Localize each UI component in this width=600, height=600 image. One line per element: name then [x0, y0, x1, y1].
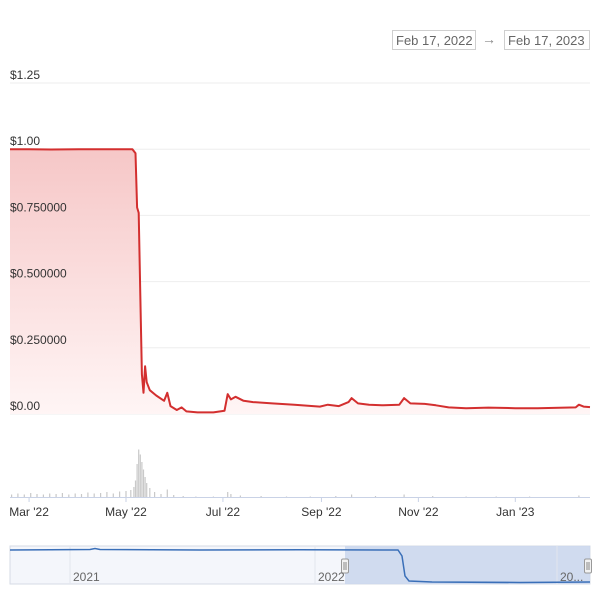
volume-bar — [49, 493, 51, 497]
volume-bar — [130, 490, 132, 497]
volume-bar — [166, 489, 168, 497]
volume-bar — [260, 496, 262, 497]
volume-bar — [230, 494, 232, 497]
price-area-fill — [10, 149, 590, 414]
volume-bar — [141, 462, 143, 497]
volume-bar — [529, 496, 531, 497]
volume-bar — [36, 494, 38, 497]
price-series-line — [10, 148, 591, 414]
volume-bar — [146, 483, 148, 497]
y-tick-label: $1.00 — [10, 134, 40, 148]
volume-bar — [11, 494, 13, 497]
volume-bar — [351, 494, 353, 497]
volume-bar — [374, 496, 377, 497]
navigator-left-handle[interactable] — [341, 558, 349, 574]
date-range-selector: Feb 17, 2022 → Feb 17, 2023 — [392, 30, 592, 52]
x-tick-label: Nov '22 — [398, 505, 439, 519]
volume-bar — [30, 493, 32, 497]
price-area — [10, 149, 590, 414]
x-tick-label: May '22 — [105, 505, 147, 519]
navigator-right-handle[interactable] — [584, 558, 592, 574]
navigator-series-line — [10, 547, 590, 584]
volume-bar — [93, 493, 95, 497]
volume-bar — [182, 496, 184, 497]
volume-bar — [578, 495, 580, 497]
volume-bar — [74, 493, 76, 497]
volume-bar — [212, 496, 214, 497]
price-line — [10, 148, 591, 414]
volume-bar — [134, 480, 137, 497]
volume-bar — [80, 494, 83, 497]
volume-bar — [136, 464, 138, 497]
volume-bars — [11, 449, 580, 497]
y-tick-label: $0.500000 — [10, 267, 67, 281]
y-tick-label: $0.250000 — [10, 333, 67, 347]
volume-bar — [100, 493, 102, 497]
volume-bar — [17, 493, 19, 497]
volume-bar — [106, 492, 108, 497]
navigator-label: 20... — [560, 570, 583, 584]
volume-bar — [138, 449, 140, 497]
navigator-label: 2021 — [73, 570, 100, 584]
volume-bar — [403, 494, 405, 497]
volume-bar — [173, 495, 175, 497]
volume-bar — [23, 494, 25, 497]
x-tick-label: Sep '22 — [301, 505, 342, 519]
volume-bar — [239, 495, 241, 497]
x-tick-label: Jan '23 — [496, 505, 535, 519]
x-axis: Mar '22 May '22 Jul '22 Sep '22 Nov '22 Jan '… — [9, 497, 590, 519]
y-tick-label: $0.00 — [10, 399, 40, 413]
volume-bar — [112, 493, 114, 497]
x-tick-label: Jul '22 — [206, 505, 241, 519]
volume-bar — [309, 496, 311, 497]
arrow-right-icon: → — [482, 31, 496, 47]
y-tick-label: $1.25 — [10, 68, 40, 82]
volume-bar — [42, 494, 44, 497]
volume-bar — [154, 492, 156, 497]
date-from-input[interactable]: Feb 17, 2022 — [392, 30, 476, 50]
volume-bar — [133, 487, 135, 497]
navigator-selection[interactable] — [345, 546, 590, 584]
volume-bar — [142, 469, 145, 497]
volume-bar — [432, 496, 434, 497]
volume-bar — [144, 477, 146, 497]
volume-bar — [195, 496, 197, 497]
volume-bar — [465, 496, 467, 497]
volume-bar — [285, 496, 288, 497]
volume-bar — [227, 492, 229, 497]
volume-bar — [61, 493, 63, 497]
date-to-input[interactable]: Feb 17, 2023 — [504, 30, 590, 50]
navigator[interactable]: 2021 2022 20... — [9, 545, 592, 585]
volume-bar — [335, 496, 337, 497]
y-tick-label: $0.750000 — [10, 200, 67, 214]
navigator-label: 2022 — [318, 570, 345, 584]
volume-bar — [55, 494, 57, 497]
volume-bar — [68, 494, 70, 497]
volume-bar — [139, 454, 141, 497]
volume-bar — [149, 488, 151, 497]
volume-bar — [495, 496, 497, 497]
volume-bar — [87, 492, 89, 497]
volume-bar — [119, 491, 121, 497]
y-axis-labels: $0.00 $0.250000 $0.500000 $0.750000 $1.00 $1.… — [10, 68, 67, 413]
volume-bar — [125, 491, 127, 497]
x-tick-label: Mar '22 — [9, 505, 49, 519]
volume-bar — [160, 494, 162, 497]
